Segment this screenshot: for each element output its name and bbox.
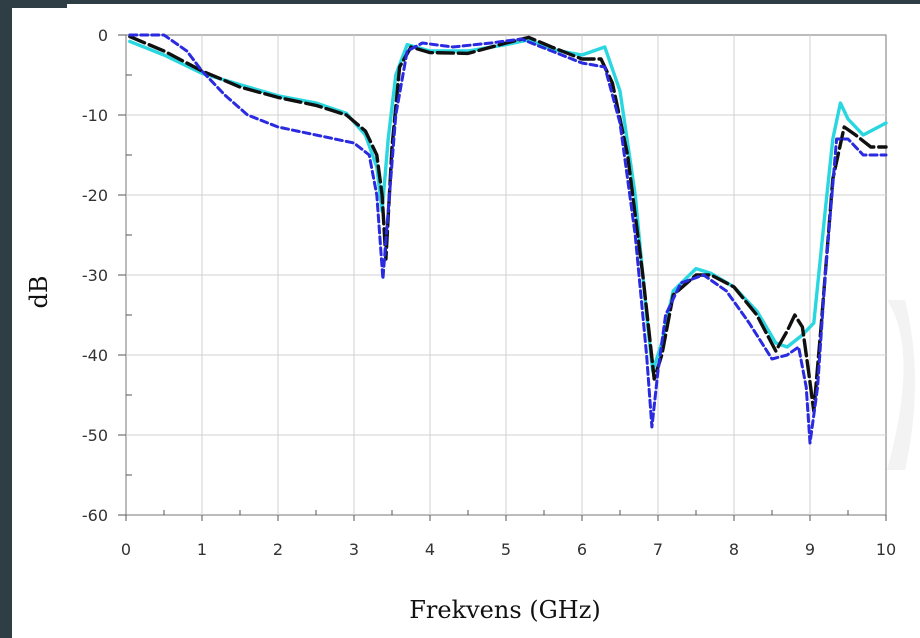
x-tick-label: 7 bbox=[653, 540, 663, 559]
y-tick-label: -50 bbox=[82, 426, 108, 445]
tick-marks bbox=[118, 34, 887, 521]
y-tick-label: -20 bbox=[82, 186, 108, 205]
x-tick-labels: 0 1 2 3 4 5 6 7 8 9 10 bbox=[121, 540, 896, 559]
x-tick-label: 6 bbox=[577, 540, 587, 559]
y-tick-label: -30 bbox=[82, 266, 108, 285]
x-tick-label: 8 bbox=[729, 540, 739, 559]
x-tick-label: 5 bbox=[501, 540, 511, 559]
x-tick-label: 0 bbox=[121, 540, 131, 559]
top-frame-border bbox=[0, 0, 920, 4]
x-tick-label: 10 bbox=[876, 540, 896, 559]
x-tick-label: 9 bbox=[805, 540, 815, 559]
y-tick-label: -10 bbox=[82, 106, 108, 125]
y-tick-label: 0 bbox=[98, 26, 108, 45]
series-line-1 bbox=[128, 38, 888, 373]
background-watermark bbox=[887, 300, 915, 470]
x-tick-label: 4 bbox=[425, 540, 435, 559]
series-line-3 bbox=[128, 33, 888, 445]
series-group bbox=[128, 33, 888, 445]
series-line-2 bbox=[128, 34, 888, 413]
top-left-frame-tab bbox=[12, 0, 67, 8]
y-tick-label: -40 bbox=[82, 346, 108, 365]
y-tick-label: -60 bbox=[82, 506, 108, 525]
left-frame-border bbox=[0, 0, 12, 638]
x-tick-label: 1 bbox=[197, 540, 207, 559]
x-tick-label: 3 bbox=[349, 540, 359, 559]
grid bbox=[126, 35, 886, 515]
x-axis-title: Frekvens (GHz) bbox=[409, 596, 601, 624]
x-tick-label: 2 bbox=[273, 540, 283, 559]
y-axis-title: dB bbox=[25, 276, 53, 309]
y-tick-labels: 0 -10 -20 -30 -40 -50 -60 bbox=[82, 26, 108, 525]
